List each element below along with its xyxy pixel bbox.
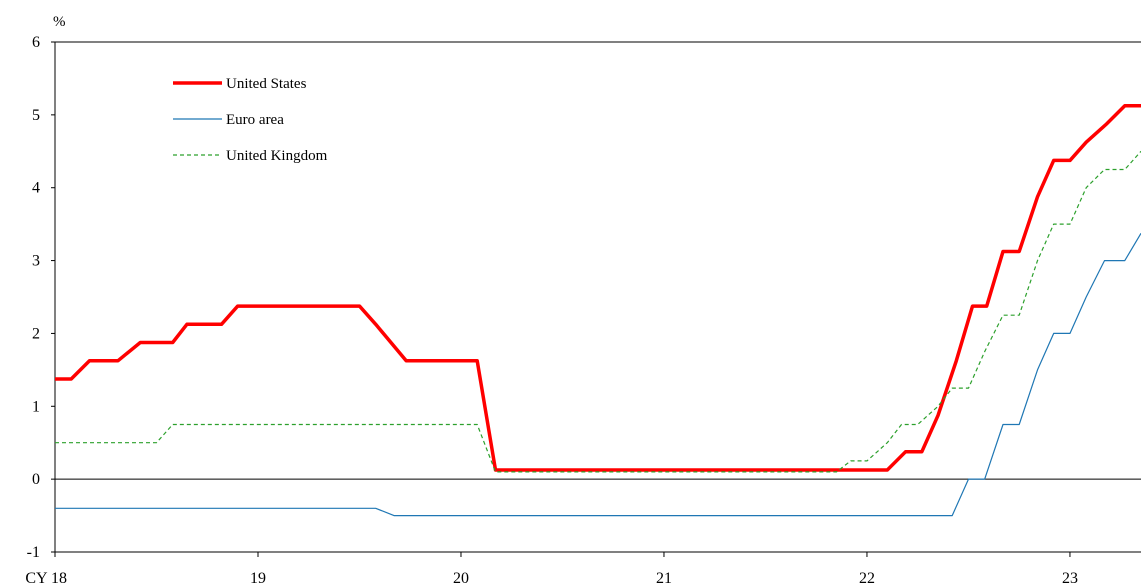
y-unit-label: % [53, 14, 66, 30]
y-tick-label: 4 [32, 180, 40, 197]
legend-label-euro-area: Euro area [226, 112, 284, 128]
legend-label-united-kingdom: United Kingdom [226, 148, 328, 164]
y-tick-label: 1 [32, 398, 40, 415]
legend-label-united-states: United States [226, 76, 307, 92]
y-tick-label: 2 [32, 325, 40, 342]
legend: United States Euro area United Kingdom [173, 76, 328, 164]
x-tick-label: 21 [656, 570, 672, 587]
x-tick-label: 22 [859, 570, 875, 587]
series-line-united-kingdom [55, 150, 1141, 473]
x-tick-label: 19 [250, 570, 266, 587]
y-tick-label: 3 [32, 253, 40, 270]
y-tick-label: 5 [32, 107, 40, 124]
series-lines [55, 104, 1141, 517]
series-line-united-states [55, 104, 1141, 472]
axes [54, 41, 1141, 553]
y-axis-ticks: 6 5 4 3 2 1 0 -1 [27, 34, 55, 561]
series-line-euro-area [55, 232, 1141, 517]
x-axis-ticks: CY 18 19 20 21 22 23 [25, 552, 1078, 587]
y-tick-label: 0 [32, 471, 40, 488]
x-tick-label: 20 [453, 570, 469, 587]
x-tick-label: 23 [1062, 570, 1078, 587]
x-tick-label: CY 18 [25, 570, 67, 587]
y-tick-label: -1 [27, 544, 40, 561]
y-tick-label: 6 [32, 34, 40, 51]
